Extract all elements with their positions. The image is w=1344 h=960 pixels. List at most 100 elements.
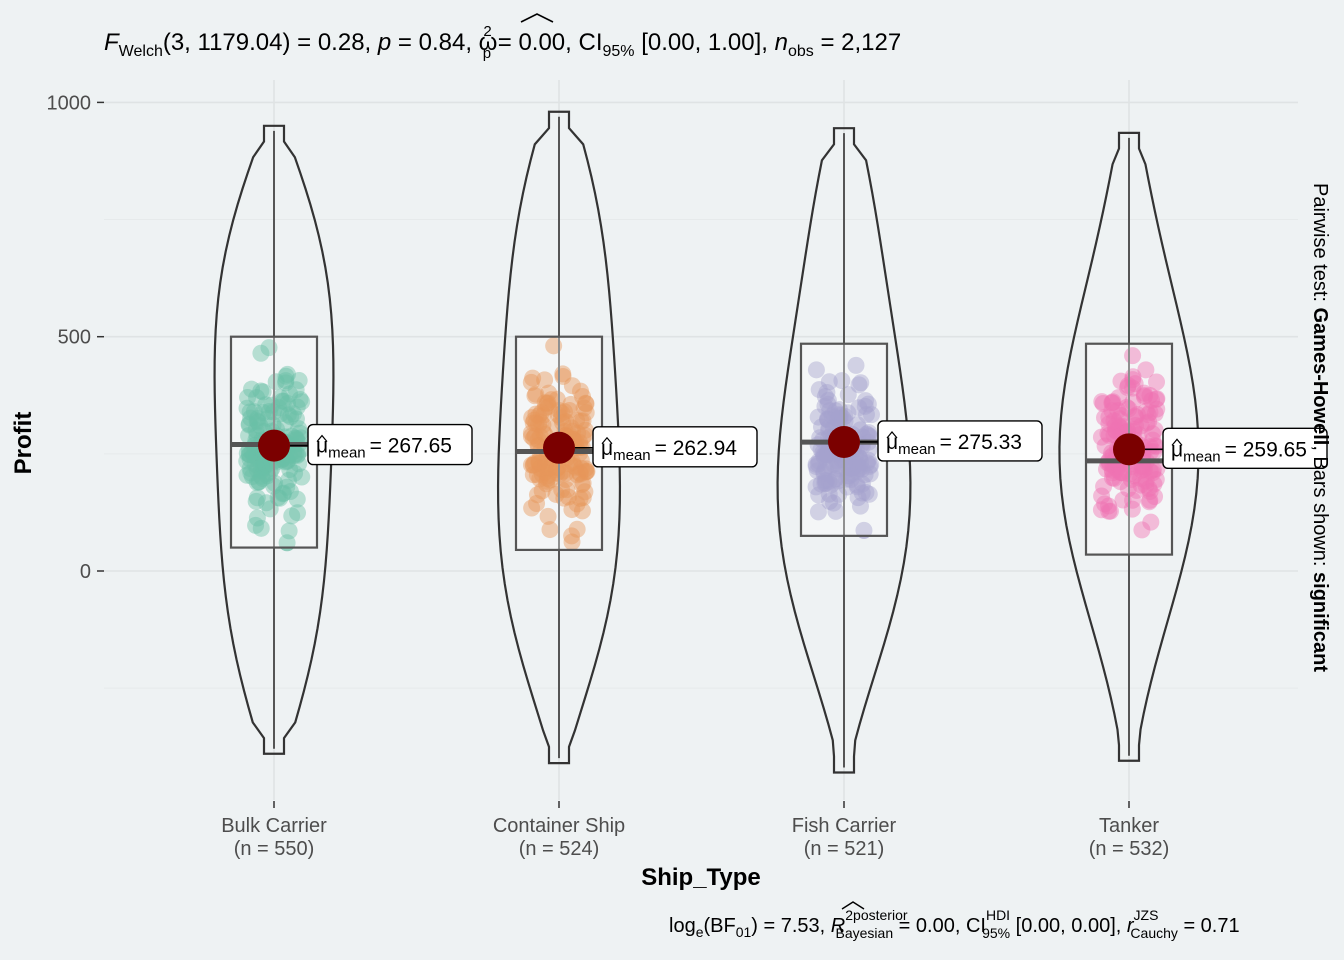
y-axis: 0 500 1000 <box>47 92 104 583</box>
data-point <box>252 462 270 480</box>
data-point <box>822 476 840 494</box>
data-point <box>248 509 266 527</box>
mean-point <box>1113 433 1145 466</box>
data-point <box>531 454 549 472</box>
x-axis: Bulk Carrier(n = 550)Container Ship(n = … <box>221 801 1169 860</box>
data-point <box>1143 391 1161 409</box>
data-point <box>541 471 559 489</box>
data-point <box>572 452 590 470</box>
data-point <box>815 446 833 464</box>
data-point <box>290 455 308 473</box>
data-point <box>555 403 573 421</box>
data-point <box>533 466 551 484</box>
data-point <box>577 460 595 478</box>
data-point <box>240 415 258 433</box>
data-point <box>553 404 571 422</box>
data-point <box>527 385 545 403</box>
data-point <box>1107 422 1125 440</box>
x-tick-count: (n = 550) <box>234 838 315 860</box>
data-point <box>536 463 554 481</box>
data-point <box>819 411 837 429</box>
data-point <box>291 424 309 442</box>
chart-subtitle: FWelch(3, 1179.04) = 0.28, p = 0.84, ω2 p… <box>104 23 901 62</box>
data-point <box>1104 464 1122 482</box>
data-point <box>820 472 838 490</box>
mean-hat <box>316 434 328 442</box>
data-point <box>530 452 548 470</box>
data-point <box>525 411 543 429</box>
data-point <box>812 440 830 458</box>
data-point <box>850 399 868 417</box>
data-point <box>575 399 593 417</box>
data-point <box>530 407 548 425</box>
data-point <box>807 361 825 379</box>
data-point <box>1096 409 1114 427</box>
data-point <box>547 461 565 479</box>
data-point <box>531 427 549 445</box>
data-point <box>829 454 847 472</box>
data-point <box>257 494 275 512</box>
data-point <box>821 402 839 420</box>
data-point <box>252 519 270 537</box>
data-point <box>1144 461 1162 479</box>
data-point <box>1144 464 1162 482</box>
data-point <box>248 474 266 492</box>
data-point <box>809 408 827 426</box>
data-point <box>816 472 834 490</box>
data-point <box>838 478 856 496</box>
data-point <box>847 356 865 374</box>
data-point <box>252 458 270 476</box>
data-point <box>1114 491 1132 509</box>
mean-label: μmean = 259.65 <box>1171 438 1307 465</box>
data-point <box>1141 387 1159 405</box>
data-point <box>278 478 296 496</box>
data-point <box>545 337 563 355</box>
data-point <box>1101 502 1119 520</box>
data-point <box>850 376 868 394</box>
data-point <box>1112 464 1130 482</box>
data-point <box>280 522 298 540</box>
data-point <box>281 461 299 479</box>
data-point <box>238 466 256 484</box>
data-point <box>535 406 553 424</box>
data-point <box>820 485 838 503</box>
data-point <box>859 395 877 413</box>
data-point <box>288 446 306 464</box>
data-point <box>809 455 827 473</box>
data-point <box>820 373 838 391</box>
data-point <box>287 445 305 463</box>
data-point <box>822 457 840 475</box>
data-point <box>553 481 571 499</box>
data-point <box>528 494 546 512</box>
data-point <box>254 469 272 487</box>
data-point <box>862 456 880 474</box>
data-point <box>573 502 591 520</box>
data-point <box>849 489 867 507</box>
data-point <box>574 387 592 405</box>
data-point <box>1142 443 1160 461</box>
data-point <box>1132 469 1150 487</box>
data-point <box>858 425 876 443</box>
data-point <box>1145 475 1163 493</box>
data-point <box>287 381 305 399</box>
data-point <box>1141 482 1159 500</box>
data-point <box>238 399 256 417</box>
data-point <box>577 463 595 481</box>
data-point <box>810 486 828 504</box>
data-point <box>850 460 868 478</box>
data-point <box>523 409 541 427</box>
data-point <box>1096 495 1114 513</box>
data-point <box>254 459 272 477</box>
x-tick-label: Tanker <box>1099 815 1159 837</box>
data-point <box>1112 406 1130 424</box>
data-point <box>1136 460 1154 478</box>
data-point <box>539 394 557 412</box>
data-point <box>1103 402 1121 420</box>
data-point <box>1103 461 1121 479</box>
x-axis-title: Ship_Type <box>641 864 761 891</box>
data-point <box>254 383 272 401</box>
data-point <box>524 414 542 432</box>
data-point <box>577 404 595 422</box>
data-point <box>1092 501 1110 519</box>
